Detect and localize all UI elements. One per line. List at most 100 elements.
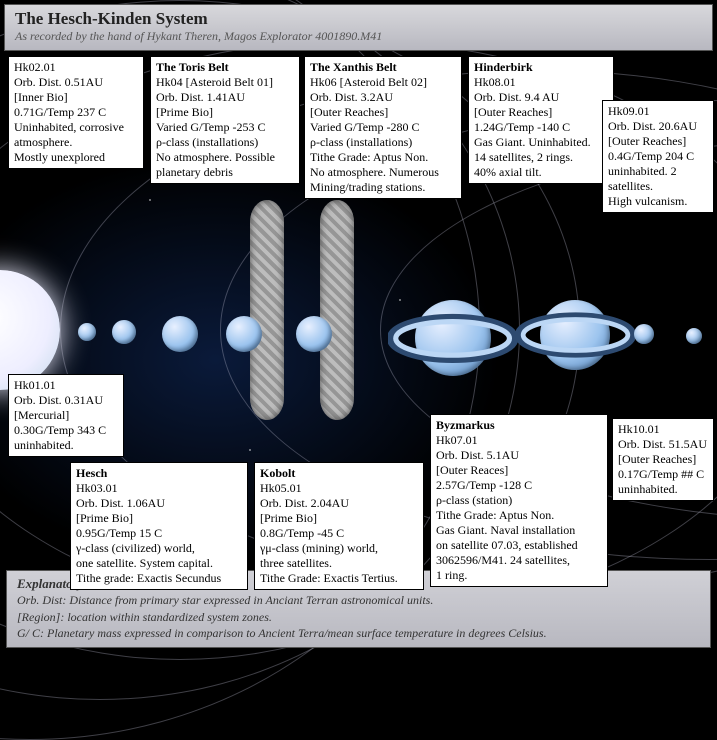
infobox-title: Kobolt <box>260 466 418 481</box>
infobox-byzmarkus: ByzmarkusHk07.01Orb. Dist. 5.1AU[Outer R… <box>430 414 608 587</box>
infobox-hk02: Hk02.01Orb. Dist. 0.51AU[Inner Bio]0.71G… <box>8 56 144 169</box>
infobox-line: [Outer Reaches] <box>310 105 456 120</box>
infobox-line: atmosphere. <box>14 135 138 150</box>
infobox-line: ρ-class (station) <box>436 493 602 508</box>
infobox-line: [Outer Reaches] <box>474 105 608 120</box>
planet-hk01 <box>78 323 96 341</box>
infobox-line: Hk10.01 <box>618 422 708 437</box>
infobox-line: one satellite. System capital. <box>76 556 242 571</box>
infobox-line: 0.17G/Temp ## C <box>618 467 708 482</box>
infobox-line: ρ-class (installations) <box>310 135 456 150</box>
infobox-line: Hk08.01 <box>474 75 608 90</box>
infobox-line: Varied G/Temp -280 C <box>310 120 456 135</box>
infobox-line: Hk01.01 <box>14 378 118 393</box>
infobox-line: 0.71G/Temp 237 C <box>14 105 138 120</box>
infobox-toris: The Toris BeltHk04 [Asteroid Belt 01]Orb… <box>150 56 300 184</box>
infobox-line: High vulcanism. <box>608 194 708 209</box>
primary-star <box>0 270 60 390</box>
infobox-line: uninhabited. <box>14 438 118 453</box>
infobox-hk10: Hk10.01Orb. Dist. 51.5AU[Outer Reaches]0… <box>612 418 714 501</box>
infobox-hk09: Hk09.01Orb. Dist. 20.6AU[Outer Reaches]0… <box>602 100 714 213</box>
infobox-line: uninhabited. <box>618 482 708 497</box>
infobox-line: Orb. Dist. 2.04AU <box>260 496 418 511</box>
infobox-line: 0.30G/Temp 343 C <box>14 423 118 438</box>
infobox-line: Mining/trading stations. <box>310 180 456 195</box>
infobox-title: Hesch <box>76 466 242 481</box>
infobox-line: 3062596/M41. 24 satellites, <box>436 553 602 568</box>
planet-hk03 <box>162 316 198 352</box>
planet-hk02 <box>112 320 136 344</box>
infobox-line: Orb. Dist. 3.2AU <box>310 90 456 105</box>
infobox-line: γμ-class (mining) world, <box>260 541 418 556</box>
infobox-line: Hk04 [Asteroid Belt 01] <box>156 75 294 90</box>
infobox-line: three satellites. <box>260 556 418 571</box>
infobox-line: Gas Giant. Uninhabited. <box>474 135 608 150</box>
infobox-line: No atmosphere. Numerous <box>310 165 456 180</box>
notes-line: Orb. Dist: Distance from primary star ex… <box>17 592 700 608</box>
infobox-line: ρ-class (installations) <box>156 135 294 150</box>
planet-hk06b <box>296 316 332 352</box>
infobox-line: Gas Giant. Naval installation <box>436 523 602 538</box>
infobox-line: Uninhabited, corrosive <box>14 120 138 135</box>
infobox-line: 2.57G/Temp -128 C <box>436 478 602 493</box>
notes-line: [Region]: location within standardized s… <box>17 609 700 625</box>
infobox-line: 1 ring. <box>436 568 602 583</box>
planet-hk09 <box>634 324 654 344</box>
infobox-line: [Mercurial] <box>14 408 118 423</box>
system-subtitle: As recorded by the hand of Hykant Theren… <box>15 29 702 44</box>
asteroid-belt-1 <box>250 200 284 420</box>
infobox-line: γ-class (civilized) world, <box>76 541 242 556</box>
infobox-line: uninhabited. 2 satellites. <box>608 164 708 194</box>
infobox-line: 0.4G/Temp 204 C <box>608 149 708 164</box>
infobox-line: Tithe Grade: Exactis Tertius. <box>260 571 418 586</box>
infobox-line: [Prime Bio] <box>156 105 294 120</box>
infobox-line: 0.95G/Temp 15 C <box>76 526 242 541</box>
infobox-line: Orb. Dist. 1.41AU <box>156 90 294 105</box>
planet-hk07 <box>415 300 491 376</box>
infobox-line: Mostly unexplored <box>14 150 138 165</box>
infobox-line: [Outer Reaces] <box>436 463 602 478</box>
asteroid-belt-2 <box>320 200 354 420</box>
infobox-line: Orb. Dist. 9.4 AU <box>474 90 608 105</box>
infobox-line: on satellite 07.03, established <box>436 538 602 553</box>
planet-hk10 <box>686 328 702 344</box>
infobox-line: Orb. Dist. 0.51AU <box>14 75 138 90</box>
infobox-hesch: HeschHk03.01Orb. Dist. 1.06AU[Prime Bio]… <box>70 462 248 590</box>
infobox-line: Hk03.01 <box>76 481 242 496</box>
infobox-line: 14 satellites, 2 rings. <box>474 150 608 165</box>
infobox-line: Hk06 [Asteroid Belt 02] <box>310 75 456 90</box>
infobox-line: Tithe grade: Exactis Secundus <box>76 571 242 586</box>
infobox-title: Hinderbirk <box>474 60 608 75</box>
infobox-hk01: Hk01.01Orb. Dist. 0.31AU[Mercurial]0.30G… <box>8 374 124 457</box>
infobox-line: Orb. Dist. 0.31AU <box>14 393 118 408</box>
infobox-line: Hk05.01 <box>260 481 418 496</box>
infobox-line: Orb. Dist. 5.1AU <box>436 448 602 463</box>
infobox-line: [Prime Bio] <box>76 511 242 526</box>
infobox-line: Orb. Dist. 1.06AU <box>76 496 242 511</box>
infobox-line: [Outer Reaches] <box>608 134 708 149</box>
planet-hk08 <box>540 300 610 370</box>
system-title: The Hesch-Kinden System <box>15 9 702 29</box>
infobox-kobolt: KoboltHk05.01Orb. Dist. 2.04AU[Prime Bio… <box>254 462 424 590</box>
infobox-line: Varied G/Temp -253 C <box>156 120 294 135</box>
infobox-line: Tithe Grade: Aptus Non. <box>310 150 456 165</box>
infobox-line: Orb. Dist. 20.6AU <box>608 119 708 134</box>
infobox-line: Tithe Grade: Aptus Non. <box>436 508 602 523</box>
infobox-title: The Toris Belt <box>156 60 294 75</box>
infobox-hinderbirk: HinderbirkHk08.01Orb. Dist. 9.4 AU[Outer… <box>468 56 614 184</box>
infobox-title: The Xanthis Belt <box>310 60 456 75</box>
infobox-line: [Outer Reaches] <box>618 452 708 467</box>
infobox-line: Orb. Dist. 51.5AU <box>618 437 708 452</box>
infobox-xanthis: The Xanthis BeltHk06 [Asteroid Belt 02]O… <box>304 56 462 199</box>
infobox-line: Hk02.01 <box>14 60 138 75</box>
infobox-line: [Inner Bio] <box>14 90 138 105</box>
infobox-line: Hk07.01 <box>436 433 602 448</box>
infobox-title: Byzmarkus <box>436 418 602 433</box>
infobox-line: 1.24G/Temp -140 C <box>474 120 608 135</box>
planet-hk05 <box>226 316 262 352</box>
infobox-line: No atmosphere. Possible <box>156 150 294 165</box>
title-bar: The Hesch-Kinden System As recorded by t… <box>4 4 713 51</box>
infobox-line: [Prime Bio] <box>260 511 418 526</box>
infobox-line: Hk09.01 <box>608 104 708 119</box>
infobox-line: 0.8G/Temp -45 C <box>260 526 418 541</box>
